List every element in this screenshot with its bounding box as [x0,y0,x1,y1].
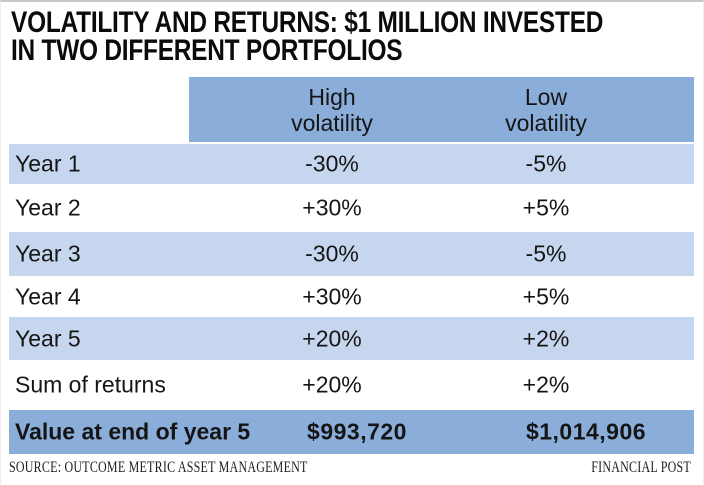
cell-high-volatility: +30% [302,283,362,309]
table-row-year-1: Year 1 -30% -5% [9,144,694,184]
row-label: Year 3 [15,240,81,267]
table-row-sum-of-returns: Sum of returns +20% +2% [9,360,694,410]
cell-high-volatility: +20% [302,325,362,351]
table-header: High volatility Low volatility [189,77,694,142]
row-label: Year 2 [15,194,81,221]
row-label: Year 5 [15,325,81,351]
cell-high-volatility: +30% [302,194,362,221]
table-row-year-3: Year 3 -30% -5% [9,232,694,276]
cell-high-volatility: -30% [305,240,359,267]
row-label: Year 1 [15,150,81,177]
source-attribution: SOURCE: OUTCOME METRIC ASSET MANAGEMENT [9,459,308,476]
column-header-low-line-2: volatility [505,109,587,136]
cell-low-volatility-total: $1,014,906 [525,418,647,445]
footer: SOURCE: OUTCOME METRIC ASSET MANAGEMENT … [1,459,703,479]
table-row-year-2: Year 2 +30% +5% [9,184,694,232]
chart-title-line-2: IN TWO DIFFERENT PORTFOLIOS [11,34,403,67]
cell-low-volatility: +5% [522,194,570,221]
cell-high-volatility: -30% [305,150,359,177]
column-header-high-line-2: volatility [291,109,373,136]
cell-low-volatility: +2% [522,371,570,398]
cell-low-volatility: +5% [522,283,570,309]
publisher-credit: FINANCIAL POST [591,459,691,476]
column-header-high-volatility: High volatility [291,84,373,136]
cell-high-volatility-total: $993,720 [307,418,407,445]
cell-low-volatility: -5% [525,240,567,267]
table-row-year-4: Year 4 +30% +5% [9,276,694,317]
row-label: Value at end of year 5 [15,418,251,445]
column-header-high-line-1: High [308,83,356,110]
row-label: Year 4 [15,283,81,309]
cell-high-volatility: +20% [302,371,362,398]
row-label: Sum of returns [15,371,166,398]
column-header-low-volatility: Low volatility [505,84,587,136]
cell-low-volatility: -5% [525,150,567,177]
table-row-year-5: Year 5 +20% +2% [9,317,694,360]
column-header-low-line-1: Low [524,83,568,110]
chart-title: VOLATILITY AND RETURNS: $1 MILLION INVES… [11,6,604,67]
chart-title-line-1: VOLATILITY AND RETURNS: $1 MILLION INVES… [11,6,604,39]
table-row-total-value: Value at end of year 5 $993,720 $1,014,9… [9,410,694,454]
cell-low-volatility: +2% [522,325,570,351]
